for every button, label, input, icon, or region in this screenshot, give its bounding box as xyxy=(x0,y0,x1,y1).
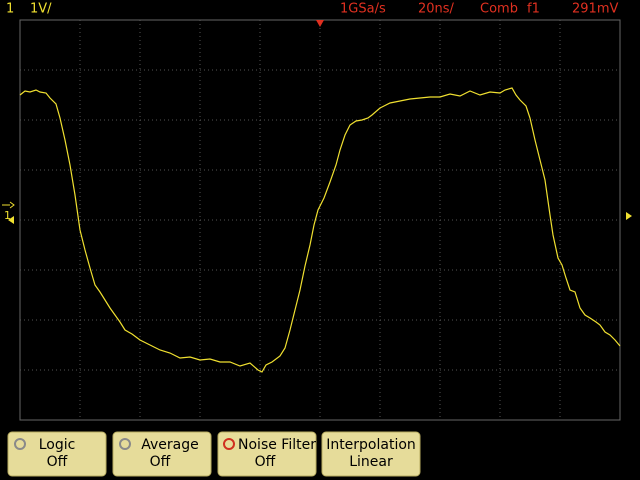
vertical-scale: 1V/ xyxy=(30,2,52,17)
waveform-trace xyxy=(19,87,621,373)
softkey[interactable] xyxy=(321,431,421,477)
softkey[interactable] xyxy=(112,431,212,477)
softkey-label: Noise Filter xyxy=(238,437,316,453)
softkey-knob-icon xyxy=(14,438,26,450)
trigger-position-marker xyxy=(316,20,324,27)
timebase: 20ns/ xyxy=(418,2,455,17)
ground-marker: 1 xyxy=(4,209,11,222)
graticule xyxy=(19,19,621,421)
softkey-state: Off xyxy=(255,454,276,470)
trigger-level-marker xyxy=(2,201,15,209)
softkey-label: Average xyxy=(141,437,199,453)
sample-rate: 1GSa/s xyxy=(340,2,386,17)
trigger-source: f1 xyxy=(527,2,540,17)
softkey-knob-icon xyxy=(119,438,131,450)
channel-number: 1 xyxy=(6,2,14,17)
softkey-knob-icon xyxy=(223,438,235,450)
softkey[interactable] xyxy=(7,431,107,477)
softkey-label: Interpolation xyxy=(326,437,416,453)
softkey-state: Off xyxy=(47,454,68,470)
softkey[interactable] xyxy=(217,431,317,477)
softkey-bar: Logic Off Average Off Noise Filter Off I… xyxy=(7,431,421,477)
ground-arrow xyxy=(8,216,14,224)
acquisition-mode: Comb xyxy=(480,2,518,17)
softkey-state: Off xyxy=(150,454,171,470)
trigger-level: 291mV xyxy=(572,2,618,17)
softkey-label: Logic xyxy=(39,437,76,453)
right-marker xyxy=(626,212,632,220)
softkey-state: Linear xyxy=(349,454,393,470)
